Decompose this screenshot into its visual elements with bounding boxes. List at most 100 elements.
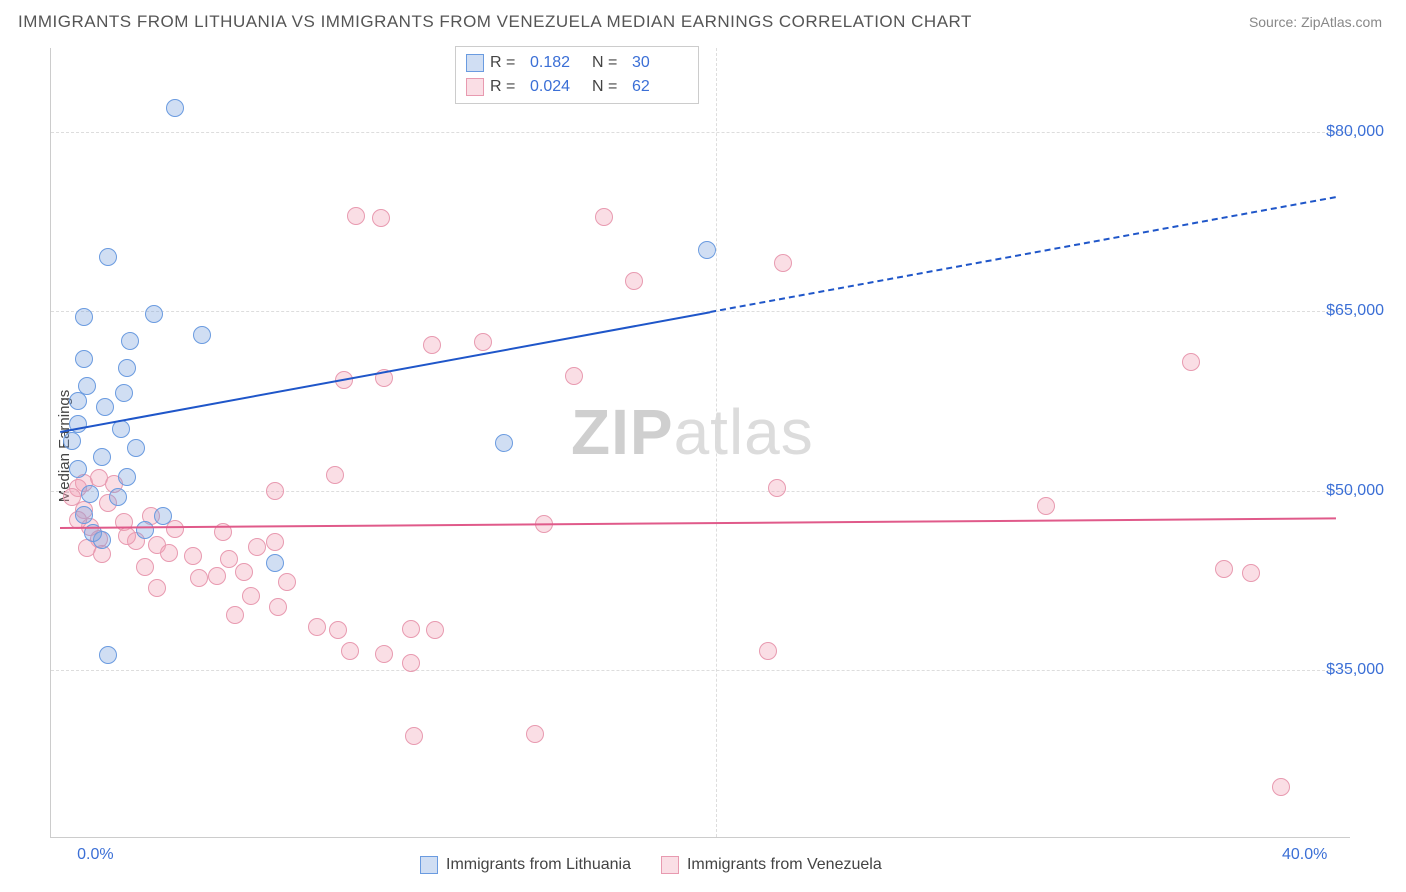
- scatter-point-lithuania: [69, 460, 87, 478]
- scatter-point-lithuania: [698, 241, 716, 259]
- legend-n-label: N =: [592, 54, 626, 72]
- scatter-point-venezuela: [423, 336, 441, 354]
- legend-r-value: 0.182: [530, 54, 586, 72]
- watermark: ZIPatlas: [571, 395, 814, 469]
- scatter-point-venezuela: [329, 621, 347, 639]
- legend-item: Immigrants from Venezuela: [661, 856, 882, 874]
- scatter-point-lithuania: [75, 308, 93, 326]
- scatter-point-venezuela: [595, 208, 613, 226]
- scatter-point-lithuania: [154, 507, 172, 525]
- legend-swatch: [466, 78, 484, 96]
- scatter-point-lithuania: [193, 326, 211, 344]
- chart-container: IMMIGRANTS FROM LITHUANIA VS IMMIGRANTS …: [0, 0, 1406, 892]
- scatter-point-venezuela: [1215, 560, 1233, 578]
- scatter-point-venezuela: [266, 533, 284, 551]
- scatter-point-lithuania: [109, 488, 127, 506]
- scatter-point-venezuela: [278, 573, 296, 591]
- correlation-legend: R =0.182N =30R =0.024N =62: [455, 46, 699, 104]
- y-tick-label: $35,000: [1284, 661, 1384, 679]
- gridline-h: [51, 491, 1350, 492]
- legend-row: R =0.182N =30: [466, 51, 688, 75]
- legend-swatch: [661, 856, 679, 874]
- scatter-point-venezuela: [405, 727, 423, 745]
- x-tick-label: 40.0%: [1282, 846, 1327, 864]
- y-tick-label: $80,000: [1284, 123, 1384, 141]
- chart-title: IMMIGRANTS FROM LITHUANIA VS IMMIGRANTS …: [18, 12, 972, 32]
- scatter-point-lithuania: [266, 554, 284, 572]
- scatter-point-lithuania: [99, 248, 117, 266]
- scatter-point-venezuela: [208, 567, 226, 585]
- regression-line-venezuela: [60, 517, 1336, 529]
- scatter-point-venezuela: [402, 654, 420, 672]
- scatter-point-venezuela: [526, 725, 544, 743]
- series-legend: Immigrants from Lithuania Immigrants from…: [420, 856, 882, 874]
- scatter-point-lithuania: [127, 439, 145, 457]
- legend-r-value: 0.024: [530, 78, 586, 96]
- gridline-h: [51, 670, 1350, 671]
- scatter-point-venezuela: [226, 606, 244, 624]
- legend-n-label: N =: [592, 78, 626, 96]
- legend-swatch: [466, 54, 484, 72]
- scatter-point-lithuania: [115, 384, 133, 402]
- y-tick-label: $50,000: [1284, 482, 1384, 500]
- scatter-point-venezuela: [372, 209, 390, 227]
- scatter-point-venezuela: [474, 333, 492, 351]
- scatter-point-venezuela: [235, 563, 253, 581]
- x-tick-label: 0.0%: [77, 846, 113, 864]
- scatter-point-venezuela: [118, 527, 136, 545]
- scatter-point-venezuela: [1272, 778, 1290, 796]
- scatter-point-lithuania: [118, 359, 136, 377]
- scatter-point-lithuania: [69, 392, 87, 410]
- scatter-point-venezuela: [242, 587, 260, 605]
- scatter-point-lithuania: [75, 506, 93, 524]
- scatter-point-lithuania: [166, 99, 184, 117]
- scatter-point-venezuela: [1037, 497, 1055, 515]
- scatter-point-venezuela: [375, 645, 393, 663]
- scatter-point-lithuania: [96, 398, 114, 416]
- scatter-point-lithuania: [99, 646, 117, 664]
- scatter-point-venezuela: [347, 207, 365, 225]
- legend-swatch: [420, 856, 438, 874]
- source-label: Source: ZipAtlas.com: [1249, 14, 1382, 30]
- scatter-point-venezuela: [184, 547, 202, 565]
- scatter-point-venezuela: [308, 618, 326, 636]
- scatter-point-venezuela: [220, 550, 238, 568]
- scatter-point-venezuela: [565, 367, 583, 385]
- gridline-v: [716, 48, 717, 837]
- scatter-point-venezuela: [426, 621, 444, 639]
- scatter-point-venezuela: [148, 579, 166, 597]
- scatter-point-lithuania: [81, 485, 99, 503]
- watermark-zip: ZIP: [571, 396, 674, 468]
- scatter-point-venezuela: [1242, 564, 1260, 582]
- scatter-point-venezuela: [269, 598, 287, 616]
- scatter-point-lithuania: [93, 448, 111, 466]
- scatter-point-lithuania: [136, 521, 154, 539]
- watermark-atlas: atlas: [674, 396, 814, 468]
- scatter-point-venezuela: [326, 466, 344, 484]
- scatter-point-venezuela: [1182, 353, 1200, 371]
- scatter-point-venezuela: [768, 479, 786, 497]
- legend-n-value: 62: [632, 78, 688, 96]
- scatter-point-lithuania: [121, 332, 139, 350]
- legend-item: Immigrants from Lithuania: [420, 856, 631, 874]
- scatter-point-venezuela: [266, 482, 284, 500]
- scatter-point-lithuania: [145, 305, 163, 323]
- regression-line-lithuania: [60, 311, 710, 433]
- y-tick-label: $65,000: [1284, 302, 1384, 320]
- scatter-point-lithuania: [78, 377, 96, 395]
- plot-area: ZIPatlas: [50, 48, 1350, 838]
- scatter-point-lithuania: [63, 432, 81, 450]
- legend-r-label: R =: [490, 78, 524, 96]
- scatter-point-venezuela: [160, 544, 178, 562]
- scatter-point-venezuela: [190, 569, 208, 587]
- legend-label: Immigrants from Lithuania: [446, 856, 631, 874]
- scatter-point-lithuania: [495, 434, 513, 452]
- legend-row: R = 0.024 N = 62: [466, 75, 688, 99]
- scatter-point-venezuela: [341, 642, 359, 660]
- scatter-point-venezuela: [759, 642, 777, 660]
- scatter-point-venezuela: [248, 538, 266, 556]
- scatter-point-lithuania: [118, 468, 136, 486]
- gridline-h: [51, 132, 1350, 133]
- scatter-point-lithuania: [75, 350, 93, 368]
- legend-label: Immigrants from Venezuela: [687, 856, 882, 874]
